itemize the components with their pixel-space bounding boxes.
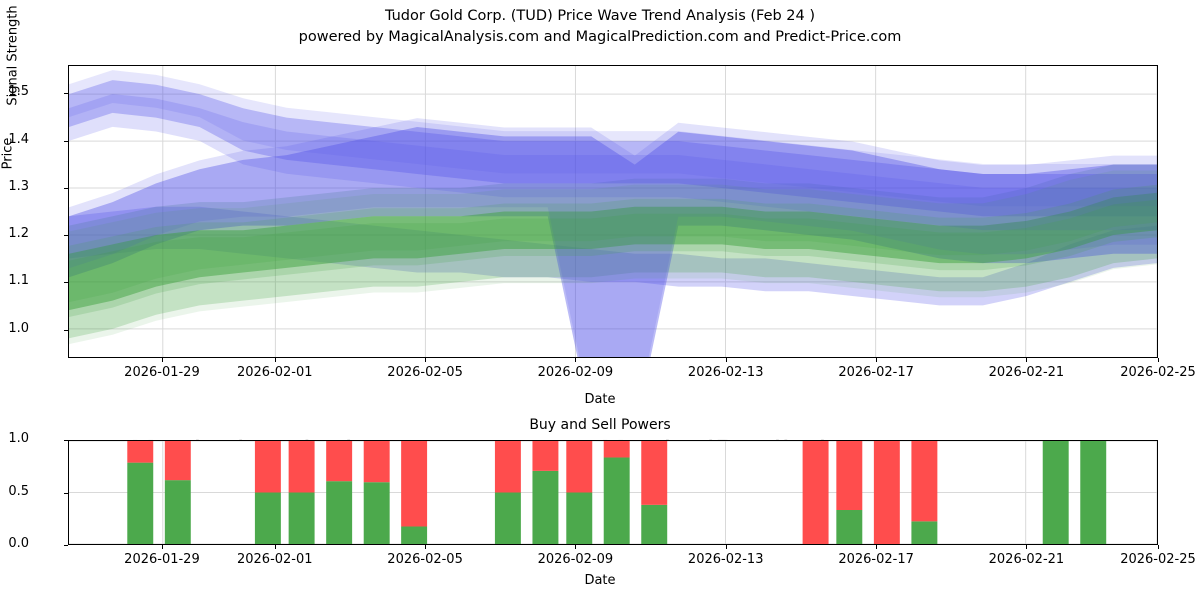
price-y-tickmark: [64, 235, 68, 237]
price-x-tick-label: 2026-01-29: [124, 365, 200, 380]
bars-y-tick-label: 1.0: [8, 431, 29, 446]
price-x-tickmark: [161, 358, 163, 362]
price-y-tick-label: 1.0: [8, 320, 29, 336]
price-wave-chart: [68, 65, 1158, 358]
price-x-tickmark: [274, 358, 276, 362]
title-line-1: Tudor Gold Corp. (TUD) Price Wave Trend …: [384, 8, 816, 24]
price-x-tickmark: [575, 358, 577, 362]
bars-x-tickmark: [725, 545, 727, 549]
bars-chart-title: Buy and Sell Powers: [529, 417, 671, 433]
bars-y-tickmark: [64, 545, 68, 546]
bars-x-tickmark: [274, 545, 276, 549]
price-y-tickmark: [64, 329, 68, 331]
price-y-tick-label: 1.5: [8, 84, 29, 100]
title-line-2: powered by MagicalAnalysis.com and Magic…: [298, 29, 902, 45]
price-x-tickmark: [725, 358, 727, 362]
price-x-axis-label: Date: [584, 392, 616, 407]
price-x-tickmark: [1158, 358, 1159, 362]
price-x-tick-label: 2026-02-05: [387, 365, 463, 380]
bars-x-tick-label: 2026-02-05: [387, 552, 463, 567]
price-y-tick-label: 1.1: [8, 273, 29, 289]
price-x-tick-label: 2026-02-13: [687, 365, 764, 380]
bars-x-tick-label: 2026-02-01: [236, 552, 313, 567]
price-x-tick-label: 2026-02-17: [838, 365, 914, 380]
page-title: Tudor Gold Corp. (TUD) Price Wave Trend …: [0, 6, 1200, 48]
price-y-tickmark: [64, 282, 68, 284]
bars-x-tick-label: 2026-02-09: [537, 552, 614, 567]
bars-x-tickmark: [161, 545, 163, 549]
bars-x-tickmark: [425, 545, 427, 549]
price-x-tick-label: 2026-02-21: [988, 365, 1065, 380]
bars-y-tickmark: [64, 440, 68, 441]
bars-x-tick-label: 2026-02-25: [1120, 552, 1196, 567]
bars-x-tickmark: [1026, 545, 1028, 549]
bars-y-axis-label: Signal Strength: [5, 5, 21, 106]
bars-x-tick-label: 2026-01-29: [124, 552, 200, 567]
bars-x-tick-label: 2026-02-17: [838, 552, 914, 567]
price-y-tick-label: 1.4: [8, 131, 29, 147]
bars-x-tickmark: [876, 545, 878, 549]
bars-x-tick-label: 2026-02-13: [687, 552, 764, 567]
buy-sell-powers-chart: [68, 440, 1158, 545]
price-x-tick-label: 2026-02-01: [236, 365, 313, 380]
price-x-tick-label: 2026-02-25: [1120, 365, 1196, 380]
bars-y-tickmark: [64, 492, 68, 494]
price-x-tick-label: 2026-02-09: [537, 365, 614, 380]
price-y-tick-label: 1.2: [8, 226, 29, 242]
price-x-tickmark: [1026, 358, 1028, 362]
bars-y-tick-label: 0.0: [8, 536, 29, 551]
price-y-tickmark: [64, 140, 68, 142]
price-wave-svg: [69, 66, 1157, 357]
bars-x-tick-label: 2026-02-21: [988, 552, 1065, 567]
price-y-tickmark: [64, 93, 68, 95]
price-y-tickmark: [64, 187, 68, 189]
bars-x-axis-label: Date: [584, 573, 616, 588]
price-y-tick-label: 1.3: [8, 178, 29, 194]
buy-sell-bars-svg: [69, 441, 1157, 544]
bars-x-tickmark: [575, 545, 577, 549]
bars-x-tickmark: [1158, 545, 1159, 549]
bars-y-tick-label: 0.5: [8, 483, 29, 499]
price-x-tickmark: [425, 358, 427, 362]
price-x-tickmark: [876, 358, 878, 362]
